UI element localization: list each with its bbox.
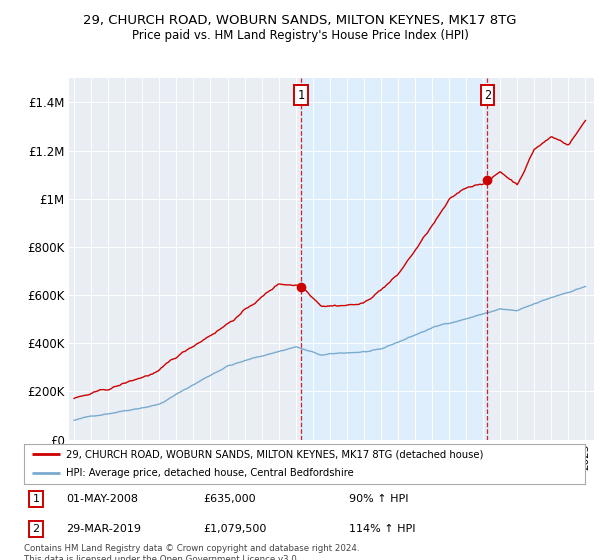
Text: 29-MAR-2019: 29-MAR-2019 — [66, 524, 141, 534]
Text: HPI: Average price, detached house, Central Bedfordshire: HPI: Average price, detached house, Cent… — [66, 468, 354, 478]
Text: 114% ↑ HPI: 114% ↑ HPI — [349, 524, 416, 534]
Text: 2: 2 — [484, 88, 491, 102]
Text: £635,000: £635,000 — [203, 494, 256, 504]
Text: 2: 2 — [32, 524, 40, 534]
Text: 01-MAY-2008: 01-MAY-2008 — [66, 494, 138, 504]
Text: 90% ↑ HPI: 90% ↑ HPI — [349, 494, 409, 504]
Text: Price paid vs. HM Land Registry's House Price Index (HPI): Price paid vs. HM Land Registry's House … — [131, 29, 469, 42]
Text: 29, CHURCH ROAD, WOBURN SANDS, MILTON KEYNES, MK17 8TG (detached house): 29, CHURCH ROAD, WOBURN SANDS, MILTON KE… — [66, 449, 484, 459]
Text: 1: 1 — [32, 494, 40, 504]
Bar — [301, 78, 487, 440]
Text: 1: 1 — [298, 88, 305, 102]
Text: £1,079,500: £1,079,500 — [203, 524, 267, 534]
Text: Contains HM Land Registry data © Crown copyright and database right 2024.
This d: Contains HM Land Registry data © Crown c… — [24, 544, 359, 560]
Text: 29, CHURCH ROAD, WOBURN SANDS, MILTON KEYNES, MK17 8TG: 29, CHURCH ROAD, WOBURN SANDS, MILTON KE… — [83, 14, 517, 27]
